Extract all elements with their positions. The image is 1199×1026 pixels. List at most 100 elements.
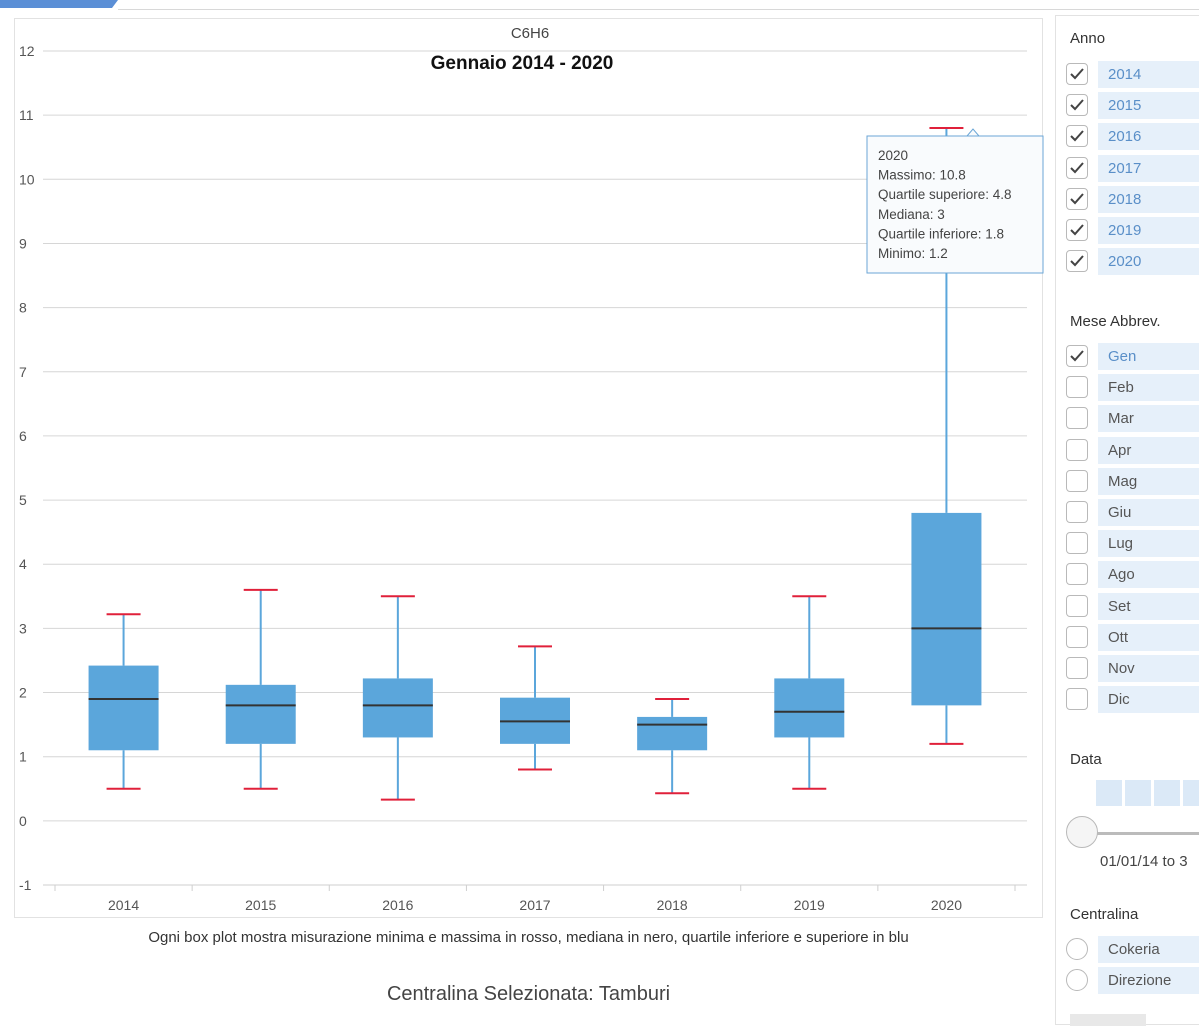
mese-option[interactable]: Feb [1066,374,1199,402]
mese-option-label: Mar [1098,405,1199,433]
mese-option[interactable]: Mag [1066,467,1199,496]
mese-option[interactable]: Nov [1066,655,1199,683]
mese-option-label: Ago [1098,561,1199,589]
mese-option-label: Nov [1098,655,1199,682]
y-tick-label: 4 [19,556,27,572]
checkbox[interactable] [1066,156,1088,179]
checkbox[interactable] [1066,563,1088,586]
checkbox[interactable] [1066,63,1088,85]
y-tick-label: 5 [19,492,27,508]
mese-option-label: Ott [1098,623,1199,651]
checkbox[interactable] [1066,250,1088,273]
mese-option[interactable]: Set [1066,592,1199,621]
checkbox[interactable] [1066,125,1088,148]
centralina-option-label: Cokeria [1098,936,1199,963]
tooltip-line: Massimo: 10.8 [878,168,966,183]
checkbox[interactable] [1066,407,1088,430]
date-range-label: 01/01/14 to 3 [1100,853,1188,870]
box-plot-2018 [637,697,708,795]
x-tick-label: 2020 [931,897,962,913]
y-tick-label: 2 [19,685,27,701]
mese-option[interactable]: Mar [1066,405,1199,433]
mese-option[interactable]: Gen [1066,343,1199,371]
checkbox[interactable] [1066,219,1088,241]
anno-option-label: 2014 [1098,61,1199,88]
mese-option[interactable]: Dic [1066,686,1199,714]
centralina-option-label: Direzione [1098,967,1199,995]
centralina-more-indicator [1070,1014,1146,1026]
mese-option[interactable]: Ott [1066,623,1199,652]
checkbox[interactable] [1066,657,1088,679]
y-tick-label: -1 [19,877,32,893]
checkbox[interactable] [1066,187,1088,210]
grid-layer [43,50,1027,886]
anno-option[interactable]: 2014 [1066,61,1199,89]
quartile-box [225,684,296,744]
boxplot-chart: C6H6 Gennaio 2014 - 2020 -10123456789101… [19,25,1044,913]
y-tick-label: 0 [19,813,27,829]
mese-option-label: Gen [1098,343,1199,370]
chart-caption: Ogni box plot mostra misurazione minima … [148,929,909,946]
selected-station-label: Centralina Selezionata: Tamburi [386,983,671,1005]
checkbox[interactable] [1066,469,1088,492]
box-plot-2019 [774,595,845,790]
date-cell [1096,780,1122,806]
radio-button[interactable] [1066,969,1088,992]
anno-option-label: 2020 [1098,248,1199,276]
anno-option[interactable]: 2020 [1066,248,1199,276]
x-tick-label: 2018 [657,897,688,913]
radio-button[interactable] [1066,938,1088,960]
mese-option-label: Giu [1098,499,1199,526]
anno-option-label: 2019 [1098,217,1199,244]
y-tick-label: 8 [19,300,27,316]
checkbox[interactable] [1066,625,1088,648]
mese-option-label: Lug [1098,530,1199,558]
box-series [88,126,982,801]
tooltip-pointer [965,128,981,137]
checkbox[interactable] [1066,532,1088,555]
centralina-option[interactable]: Direzione [1066,967,1199,995]
checkbox[interactable] [1066,688,1088,711]
checkbox[interactable] [1066,594,1088,617]
filter-title-mese: Mese Abbrev. [1070,313,1161,330]
box-plot-2017 [500,645,570,771]
anno-option[interactable]: 2018 [1066,185,1199,214]
y-tick-label: 7 [19,364,27,380]
checkbox[interactable] [1066,501,1088,523]
checkbox[interactable] [1066,438,1088,461]
mese-option[interactable]: Lug [1066,530,1199,558]
x-axis: 2014 2015 2016 2017 2018 2019 2020 [54,885,1016,913]
mese-option[interactable]: Ago [1066,561,1199,589]
quartile-box [88,665,159,751]
date-slider-track[interactable] [1096,832,1199,835]
centralina-option[interactable]: Cokeria [1066,936,1199,964]
quartile-box [362,678,433,738]
anno-option-label: 2016 [1098,123,1199,151]
checkbox[interactable] [1066,345,1088,367]
x-tick-label: 2015 [245,897,276,913]
checkbox[interactable] [1066,376,1088,399]
mese-option[interactable]: Giu [1066,499,1199,527]
anno-option[interactable]: 2015 [1066,92,1199,120]
x-tick-label: 2014 [108,897,139,913]
tooltip-line: Mediana: 3 [878,207,945,222]
mese-option[interactable]: Apr [1066,436,1199,465]
anno-option-label: 2018 [1098,185,1199,213]
tab-bar-divider [118,9,1199,10]
date-cell [1154,780,1180,806]
x-tick-label: 2017 [519,897,550,913]
anno-option[interactable]: 2019 [1066,217,1199,245]
y-tick-label: 1 [19,749,27,765]
anno-option[interactable]: 2016 [1066,123,1199,151]
date-slider-handle[interactable] [1066,816,1098,848]
y-tick-label: 3 [19,620,27,636]
box-plot-2016 [362,595,433,801]
anno-option[interactable]: 2017 [1066,154,1199,183]
anno-option-label: 2015 [1098,92,1199,120]
y-tick-label: 10 [19,171,35,187]
quartile-box [774,678,845,738]
checkbox[interactable] [1066,94,1088,117]
tooltip-line: Quartile inferiore: 1.8 [878,226,1004,241]
tooltip-line: Quartile superiore: 4.8 [878,187,1012,202]
active-tab-indicator [0,0,118,8]
